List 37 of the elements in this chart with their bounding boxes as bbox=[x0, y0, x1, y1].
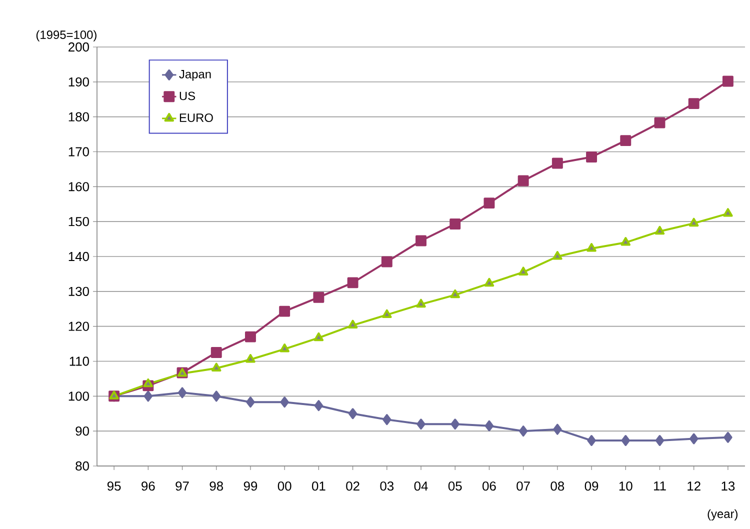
y-tick-label: 150 bbox=[68, 216, 89, 226]
x-tick-label: 95 bbox=[107, 481, 121, 491]
x-tick-label: 00 bbox=[278, 481, 292, 491]
x-tick-label: 05 bbox=[448, 481, 462, 491]
y-tick-label: 160 bbox=[68, 182, 89, 192]
y-tick-label: 130 bbox=[68, 286, 89, 296]
x-axis-title: (year) bbox=[708, 509, 738, 520]
x-tick-label: 98 bbox=[210, 481, 224, 491]
x-tick-label: 01 bbox=[312, 481, 326, 491]
legend-label: Japan bbox=[179, 70, 211, 81]
x-tick-label: 11 bbox=[654, 481, 666, 490]
x-tick-label: 99 bbox=[244, 481, 258, 491]
x-tick-label: 97 bbox=[176, 481, 189, 491]
x-tick-label: 12 bbox=[688, 481, 700, 491]
x-tick-label: 06 bbox=[482, 481, 496, 491]
x-tick-label: 10 bbox=[619, 481, 632, 491]
y-tick-label: 200 bbox=[68, 42, 89, 52]
x-tick-label: 09 bbox=[584, 481, 598, 491]
x-tick-label: 07 bbox=[516, 481, 530, 491]
legend-label: EURO bbox=[180, 114, 213, 122]
y-tick-label: 100 bbox=[68, 392, 89, 401]
x-tick-label: 02 bbox=[346, 481, 360, 491]
y-tick-label: 90 bbox=[76, 426, 89, 436]
y-tick-label: 120 bbox=[68, 322, 89, 331]
y-tick-label: 180 bbox=[68, 112, 89, 122]
y-tick-label: 190 bbox=[68, 77, 89, 86]
y-axis-title: (1995=100) bbox=[36, 30, 96, 42]
x-tick-label: 08 bbox=[550, 481, 564, 491]
y-tick-label: 80 bbox=[76, 461, 89, 471]
y-tick-label: 140 bbox=[68, 252, 89, 262]
legend-label: US bbox=[180, 92, 196, 100]
x-tick-label: 13 bbox=[722, 481, 735, 491]
x-tick-label: 96 bbox=[142, 481, 155, 491]
x-tick-label: 04 bbox=[414, 481, 428, 491]
y-tick-label: 110 bbox=[70, 356, 89, 366]
x-tick-label: 03 bbox=[380, 481, 394, 491]
y-tick-label: 170 bbox=[68, 147, 89, 156]
